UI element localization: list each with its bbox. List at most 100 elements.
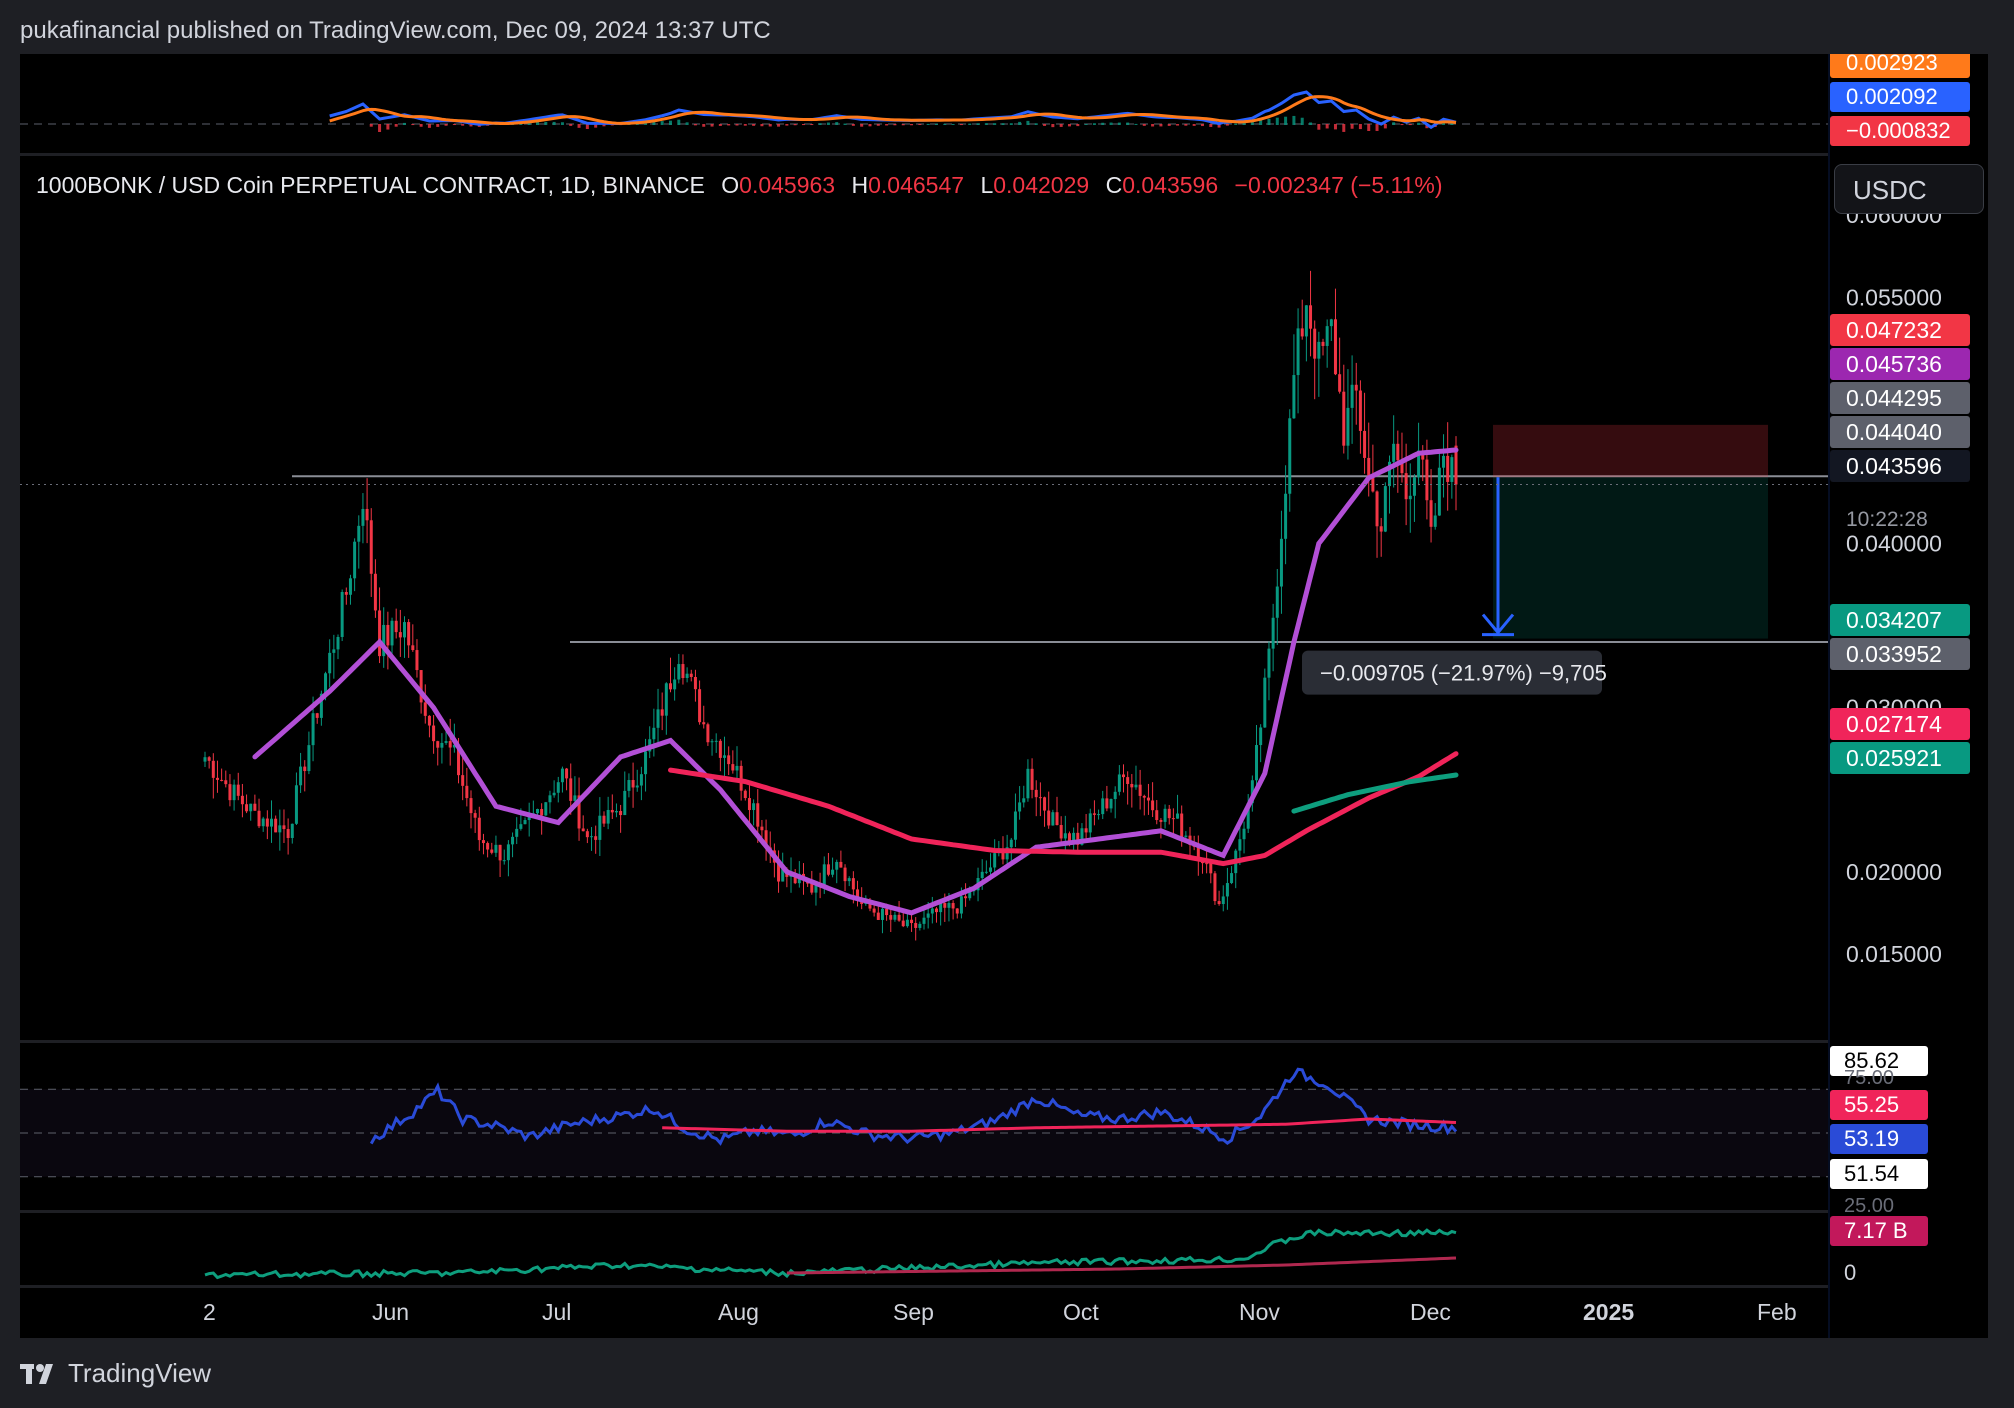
macd-histogram-bar <box>1176 124 1180 126</box>
candle-body <box>1329 319 1333 327</box>
ma-long-line <box>668 751 1459 867</box>
candle-body <box>1429 500 1433 527</box>
macd-histogram-bar <box>369 124 373 127</box>
candle-body <box>1404 473 1408 500</box>
rsi-value-label: 55.25 <box>1844 1092 1899 1117</box>
candle-body <box>394 620 398 633</box>
candle-body <box>253 803 257 811</box>
candle-body <box>947 903 951 908</box>
candle-body <box>1196 846 1200 860</box>
price-panel[interactable]: −0.009705 (−21.97%) −9,705 <box>20 156 1828 1040</box>
candle-body <box>278 825 282 833</box>
candle-body <box>652 727 656 740</box>
macd-histogram-bar <box>835 122 839 125</box>
candle-body <box>839 861 843 868</box>
close-label: C <box>1105 172 1123 198</box>
macd-histogram-bar <box>752 124 756 126</box>
time-tick-label: Nov <box>1239 1299 1280 1325</box>
candle-body <box>826 864 830 875</box>
macd-histogram-bar <box>394 124 398 127</box>
rsi-tick-label: 75.00 <box>1844 1067 1894 1089</box>
macd-histogram-bar <box>801 124 805 126</box>
candle-body <box>294 785 298 824</box>
candle-body <box>378 610 382 657</box>
candle-body <box>660 709 664 716</box>
candle-body <box>203 757 207 762</box>
macd-histogram-bar <box>1358 124 1362 130</box>
macd-histogram-bar <box>843 123 847 125</box>
candle-body <box>743 790 747 799</box>
volume-chart <box>204 1228 1457 1280</box>
candle-body <box>627 780 631 791</box>
candle-body <box>390 620 394 646</box>
macd-histogram-bar <box>1250 121 1254 125</box>
macd-value-badge <box>1830 48 1970 78</box>
candle-body <box>1213 873 1217 902</box>
price-label-badge <box>1830 604 1970 636</box>
footer-brand: TradingView <box>68 1358 212 1388</box>
candle-body <box>340 591 344 637</box>
macd-histogram-bar <box>1209 124 1213 127</box>
candle-body <box>552 792 556 796</box>
candle-body <box>1255 745 1259 781</box>
candle-body <box>486 843 490 850</box>
candle-body <box>236 784 240 796</box>
macd-histogram-bar <box>1217 124 1221 128</box>
macd-histogram-bar <box>452 124 456 126</box>
volume-line <box>204 1228 1457 1280</box>
candle-body <box>656 709 660 728</box>
candle-body <box>619 811 623 816</box>
candle-body <box>1180 813 1184 837</box>
candle-body <box>727 755 731 765</box>
macd-histogram-bar <box>968 123 972 125</box>
macd-histogram-bar <box>527 122 531 125</box>
candle-body <box>951 903 955 909</box>
candle-body <box>1184 835 1188 837</box>
candle-body <box>731 764 735 771</box>
candle-body <box>257 810 261 827</box>
macd-histogram-bar <box>660 121 664 125</box>
candle-body <box>793 873 797 884</box>
price-axis[interactable]: 0.060000 0.055000 0.040000 0.030000 0.020000… <box>1828 48 1988 1338</box>
candle-body <box>851 878 855 890</box>
macd-histogram-bar <box>1408 124 1412 126</box>
candle-body <box>777 862 781 882</box>
macd-histogram-bar <box>1383 124 1387 129</box>
currency-unit-button[interactable]: USDC <box>1834 164 1984 214</box>
candle-body <box>1038 797 1042 799</box>
candle-body <box>477 817 481 841</box>
candle-body <box>332 649 336 653</box>
macd-histogram-bar <box>469 124 473 127</box>
candle-body <box>469 798 473 814</box>
candle-body <box>245 804 249 812</box>
candlestick-chart[interactable]: −0.009705 (−21.97%) −9,705 <box>20 156 1828 1040</box>
macd-histogram-bar <box>1117 122 1121 125</box>
candle-body <box>494 844 498 853</box>
macd-histogram-bar <box>419 124 423 127</box>
candle-body <box>498 844 502 861</box>
time-tick-label: Dec <box>1410 1299 1451 1325</box>
rsi-line <box>369 1067 1458 1146</box>
candle-body <box>1300 328 1304 337</box>
candle-body <box>548 795 552 803</box>
time-axis[interactable]: 2 Jun Jul Aug Sep Oct Nov Dec 2025 Feb <box>20 1288 1828 1338</box>
candle-body <box>1142 795 1146 798</box>
macd-histogram-bar <box>934 123 938 125</box>
price-label-value: 0.044040 <box>1846 419 1942 445</box>
candle-body <box>511 836 515 845</box>
macd-histogram-bar <box>1284 116 1288 125</box>
candle-body <box>984 871 988 873</box>
candle-body <box>623 790 627 816</box>
macd-histogram-bar <box>710 124 714 127</box>
candle-body <box>1442 455 1446 468</box>
ma-green-line <box>1291 772 1459 814</box>
macd-histogram-bar <box>860 124 864 127</box>
candle-body <box>1159 820 1163 822</box>
candle-body <box>1205 863 1209 865</box>
candle-body <box>1325 326 1329 346</box>
time-tick-label: 2 <box>203 1299 216 1325</box>
candle-body <box>955 908 959 914</box>
candle-body <box>448 741 452 748</box>
candle-body <box>993 853 997 868</box>
price-axis-labels: 0.0600000.0550000.0400000.0300000.020000… <box>1830 48 1970 1285</box>
